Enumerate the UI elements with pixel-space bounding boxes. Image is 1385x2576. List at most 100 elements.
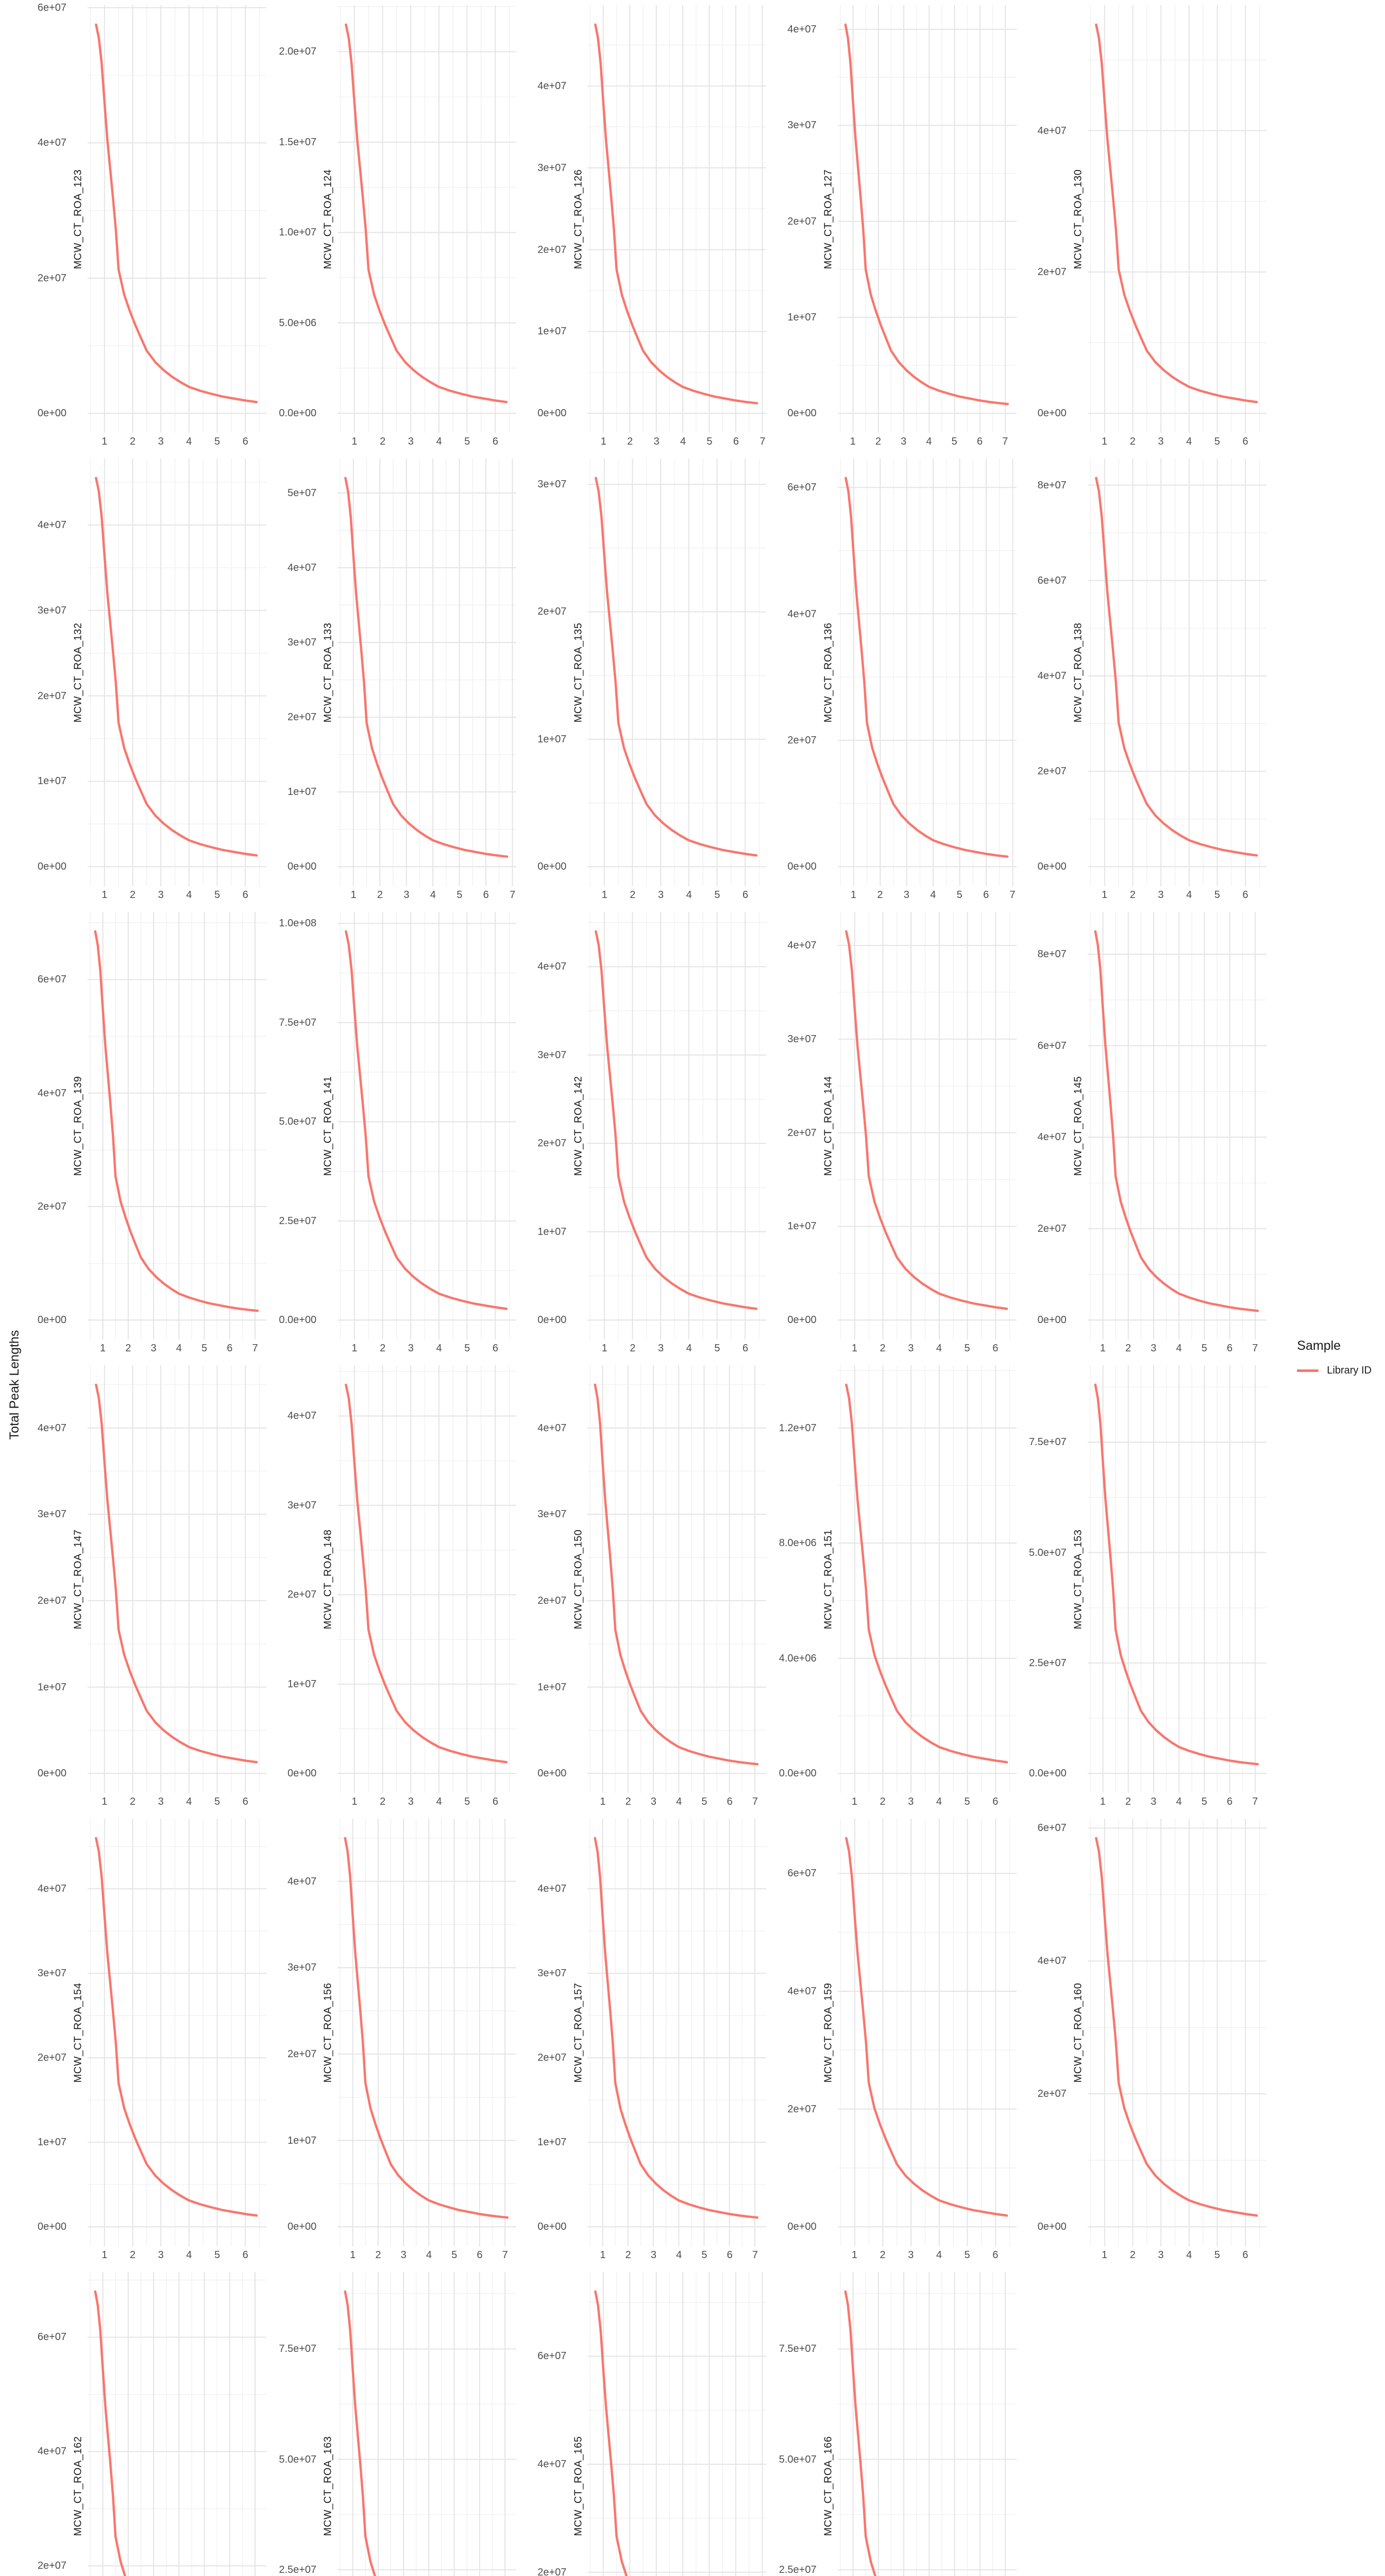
y-axis-tick-labels: 0e+00 1e+07 2e+07 3e+07 4e+07 <box>525 912 569 1340</box>
y-tick-label: 1e+07 <box>537 2137 567 2148</box>
facet-strip: MCW_CT_ROA_123 <box>69 5 88 433</box>
y-tick-label: 2e+07 <box>787 215 817 227</box>
facet-strip-label: MCW_CT_ROA_132 <box>72 622 84 722</box>
series-line <box>596 2292 757 2576</box>
y-tick-label: 0e+00 <box>288 861 317 873</box>
x-tick-label: 6 <box>992 1343 999 1354</box>
y-tick-label: 4e+07 <box>787 940 817 951</box>
facet-MCW_CT_ROA_165: 0e+002e+074e+076e+07MCW_CT_ROA_165123456… <box>525 2272 767 2576</box>
y-tick-label: 2e+07 <box>37 690 66 702</box>
y-tick-label: 8e+07 <box>1037 948 1067 960</box>
facet-panel <box>1087 912 1266 1340</box>
facet-strip: MCW_CT_ROA_126 <box>569 5 587 433</box>
y-tick-label: 4e+07 <box>537 1883 567 1895</box>
facet-strip: MCW_CT_ROA_148 <box>319 1365 337 1793</box>
facet-panel <box>337 5 517 433</box>
x-tick-label: 3 <box>400 2249 407 2261</box>
series-line <box>1095 931 1258 1311</box>
y-tick-label: 4e+07 <box>537 2459 567 2470</box>
x-tick-label: 3 <box>650 1796 656 1807</box>
facet-MCW_CT_ROA_151: 0.0e+00 4.0e+06 8.0e+06 1.2e+07 MCW_CT_ROA_1… <box>775 1365 1017 1814</box>
x-tick-label: 1 <box>601 889 607 901</box>
y-tick-label: 3e+07 <box>37 604 66 616</box>
x-tick-label: 4 <box>436 1796 442 1807</box>
y-axis-tick-labels: 0e+00 1e+07 2e+07 3e+07 4e+07 <box>275 1365 319 1793</box>
y-tick-label: 1e+07 <box>537 1681 567 1693</box>
facet-strip-label: MCW_CT_ROA_133 <box>322 622 334 722</box>
x-tick-label: 2 <box>880 1796 886 1807</box>
facet-strip-label: MCW_CT_ROA_127 <box>822 169 834 269</box>
facet-strip: MCW_CT_ROA_162 <box>69 2272 88 2576</box>
x-tick-label: 2 <box>875 436 881 447</box>
x-tick-label: 4 <box>1186 436 1192 447</box>
x-tick-label: 1 <box>351 1343 358 1354</box>
y-tick-label: 2e+07 <box>1037 266 1067 278</box>
x-tick-label: 7 <box>1009 889 1016 901</box>
x-tick-label: 5 <box>464 436 470 447</box>
facet-strip-label: MCW_CT_ROA_124 <box>322 169 334 269</box>
x-tick-label: 1 <box>351 1796 358 1807</box>
y-axis-tick-labels: 0.0e+00 2.5e+07 5.0e+07 7.5e+07 1.0e+08 <box>275 912 319 1340</box>
x-tick-label: 7 <box>1002 436 1008 447</box>
y-tick-label: 4e+07 <box>537 1422 567 1434</box>
x-tick-label: 4 <box>930 889 936 901</box>
y-tick-label: 1e+07 <box>787 1221 817 1232</box>
x-tick-label: 6 <box>242 1796 248 1807</box>
x-axis-tick-labels: 1 2 3 4 5 6 <box>88 886 266 907</box>
x-tick-label: 2 <box>380 436 386 447</box>
x-axis-tick-labels: 1 2 3 4 5 6 <box>1088 433 1266 453</box>
x-tick-label: 2 <box>129 2249 136 2261</box>
facet-strip-label: MCW_CT_ROA_135 <box>572 622 584 722</box>
x-tick-label: 6 <box>227 1343 233 1354</box>
x-tick-label: 3 <box>408 436 414 447</box>
x-axis-tick-labels: 1 2 3 4 5 6 7 <box>587 1793 766 1814</box>
x-tick-label: 1 <box>1102 436 1108 447</box>
legend-line-swatch <box>1297 1369 1319 1372</box>
x-tick-label: 3 <box>150 1343 157 1354</box>
y-tick-label: 3e+07 <box>288 1499 317 1511</box>
x-axis-tick-labels: 1 2 3 4 5 6 <box>838 1340 1017 1360</box>
x-tick-label: 1 <box>102 1796 108 1807</box>
y-tick-label: 0e+00 <box>787 861 817 873</box>
facet-panel <box>88 912 267 1340</box>
x-tick-label: 2 <box>1125 1796 1131 1807</box>
y-tick-label: 7.5e+07 <box>279 1016 317 1028</box>
y-tick-label: 2e+07 <box>288 1589 317 1601</box>
facet-strip-label: MCW_CT_ROA_147 <box>72 1529 84 1629</box>
facet-panel <box>837 1365 1017 1793</box>
y-axis-tick-labels: 0.0e+00 2.5e+07 5.0e+07 7.5e+07 <box>1025 1365 1069 1793</box>
y-tick-label: 1e+07 <box>537 1226 567 1238</box>
y-axis-tick-labels: 0e+00 1e+07 2e+07 3e+07 4e+07 <box>25 1365 69 1793</box>
x-tick-label: 2 <box>1129 436 1136 447</box>
facet-panel <box>88 2272 267 2576</box>
y-axis-tick-labels: 0e+00 1e+07 2e+07 3e+07 4e+07 <box>275 1819 319 2246</box>
x-axis-tick-labels: 1 2 3 4 5 6 7 <box>838 433 1017 453</box>
series-line <box>96 25 257 402</box>
x-tick-label: 4 <box>186 2249 192 2261</box>
y-tick-label: 2.5e+07 <box>279 2564 317 2575</box>
y-tick-label: 3e+07 <box>288 1962 317 1974</box>
y-tick-label: 0e+00 <box>537 1768 567 1780</box>
facet-strip: MCW_CT_ROA_156 <box>319 1819 337 2246</box>
y-tick-label: 4e+07 <box>288 562 317 573</box>
x-tick-label: 5 <box>214 1796 221 1807</box>
x-tick-label: 1 <box>351 436 358 447</box>
facet-strip-label: MCW_CT_ROA_157 <box>572 1982 584 2082</box>
x-tick-label: 4 <box>426 2249 432 2261</box>
x-tick-label: 2 <box>1129 2249 1136 2261</box>
x-axis-tick-labels: 1 2 3 4 5 6 <box>1088 886 1266 907</box>
x-tick-label: 2 <box>630 889 636 901</box>
facet-strip: MCW_CT_ROA_142 <box>569 912 587 1340</box>
facet-strip: MCW_CT_ROA_144 <box>819 912 838 1340</box>
y-axis-tick-labels: 0.0e+00 5.0e+06 1.0e+07 1.5e+07 2.0e+07 <box>275 5 319 433</box>
x-tick-label: 5 <box>714 1343 720 1354</box>
y-tick-label: 4e+07 <box>1037 125 1067 137</box>
x-tick-label: 2 <box>625 1796 631 1807</box>
series-line <box>595 1385 757 1765</box>
y-tick-label: 5.0e+06 <box>279 317 317 329</box>
facet-strip-label: MCW_CT_ROA_142 <box>572 1076 584 1176</box>
y-tick-label: 1.0e+08 <box>279 918 317 929</box>
facet-strip: MCW_CT_ROA_130 <box>1069 5 1088 433</box>
x-tick-label: 4 <box>676 1796 682 1807</box>
x-axis-tick-labels: 1 2 3 4 5 6 <box>587 1340 766 1360</box>
